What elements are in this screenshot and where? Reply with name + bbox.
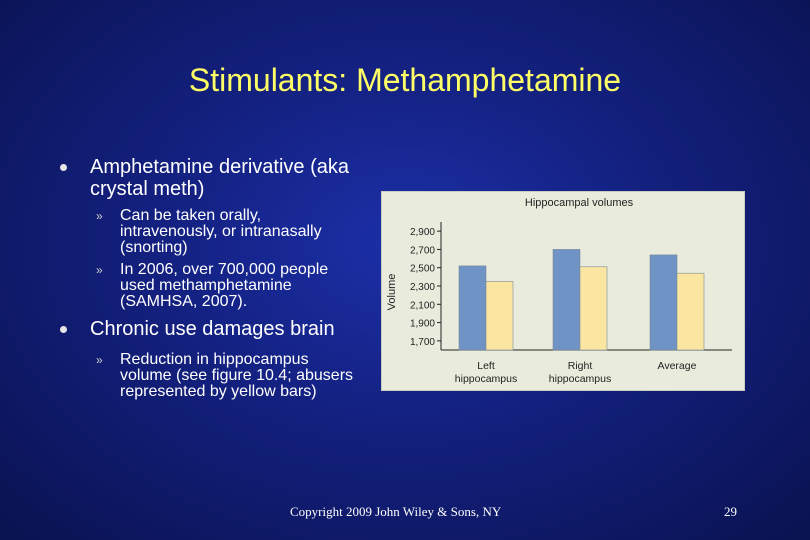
chart-y-axis-label: Volume: [386, 274, 398, 311]
copyright-footer: Copyright 2009 John Wiley & Sons, NY: [290, 504, 502, 519]
bar-abuser-1: [579, 266, 608, 351]
y-tick-label: 1,700: [410, 337, 435, 348]
chart-y-ticks: 1,700 1,900 2,100 2,300 2,500 2,700 2,900: [410, 227, 441, 348]
bar-control-0: [458, 265, 487, 351]
hippocampal-volume-chart: Hippocampal volumes Volume 1,700 1,900 2,1…: [381, 191, 745, 391]
y-tick-label: 2,900: [410, 227, 435, 238]
bullet-dot-icon: [60, 164, 67, 171]
bar-control-1: [552, 249, 581, 351]
x-category-label: hippocampus: [549, 373, 611, 385]
bullet-dot-icon: [60, 326, 67, 333]
slide-title: Stimulants: Methamphetamine: [188, 62, 622, 98]
chart-title: Hippocampal volumes: [525, 197, 634, 209]
x-category-label: hippocampus: [455, 373, 517, 385]
sub-bullet-marker-icon: »: [96, 263, 103, 277]
y-tick-label: 2,100: [410, 300, 435, 311]
sub-bullet-marker-icon: »: [96, 353, 103, 367]
chart-bars: [458, 249, 705, 351]
y-tick-label: 2,700: [410, 245, 435, 256]
y-tick-label: 2,500: [410, 264, 435, 275]
y-tick-label: 2,300: [410, 282, 435, 293]
bar-abuser-2: [676, 272, 705, 351]
bullet-1-text: Amphetamine derivative (aka crystal meth…: [90, 156, 350, 200]
sub-bullet-marker-icon: »: [96, 209, 103, 223]
x-category-label: Left: [477, 360, 495, 372]
bullet-2-text: Chronic use damages brain: [90, 318, 335, 340]
bullet-1: Amphetamine derivative (aka crystal meth…: [60, 156, 360, 200]
x-category-label: Average: [658, 360, 697, 372]
y-tick-label: 1,900: [410, 319, 435, 330]
sub-bullet-1-2-text: In 2006, over 700,000 people used metham…: [120, 261, 329, 310]
bullet-list: Amphetamine derivative (aka crystal meth…: [60, 156, 360, 400]
page-number: 29: [724, 504, 737, 519]
bar-abuser-0: [485, 281, 514, 351]
bullet-2: Chronic use damages brain: [60, 318, 360, 340]
chart-svg: Hippocampal volumes Volume 1,700 1,900 2,1…: [386, 197, 732, 385]
sub-bullet-1-2: » In 2006, over 700,000 people used meth…: [60, 262, 360, 310]
sub-bullet-1-1: » Can be taken orally, intravenously, or…: [60, 208, 360, 256]
x-category-label: Right: [568, 360, 593, 372]
sub-bullet-2-1: » Reduction in hippocampus volume (see f…: [60, 352, 360, 400]
sub-bullet-1-1-text: Can be taken orally, intravenously, or i…: [120, 207, 322, 256]
bar-control-2: [649, 254, 678, 351]
sub-bullet-2-1-text: Reduction in hippocampus volume (see fig…: [120, 351, 354, 400]
